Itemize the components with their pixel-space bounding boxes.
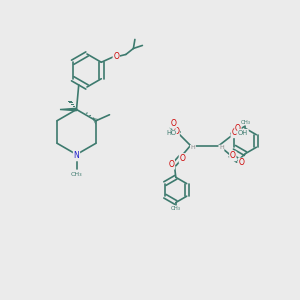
Text: HO: HO xyxy=(166,130,176,136)
Text: H: H xyxy=(219,146,224,150)
Text: O: O xyxy=(235,124,241,133)
Text: O: O xyxy=(179,154,185,163)
Text: O: O xyxy=(113,52,119,61)
Polygon shape xyxy=(60,108,76,111)
Text: O: O xyxy=(238,158,244,167)
Text: CH₃: CH₃ xyxy=(240,120,250,125)
Text: H: H xyxy=(190,146,195,150)
Text: CH₃: CH₃ xyxy=(171,206,181,211)
Text: N: N xyxy=(74,152,80,160)
Text: O: O xyxy=(230,152,236,160)
Text: O: O xyxy=(168,160,174,169)
Text: CH₃: CH₃ xyxy=(71,172,82,177)
Text: O: O xyxy=(231,128,237,137)
Text: O: O xyxy=(170,119,176,128)
Text: O: O xyxy=(173,127,179,136)
Text: OH: OH xyxy=(238,130,248,136)
